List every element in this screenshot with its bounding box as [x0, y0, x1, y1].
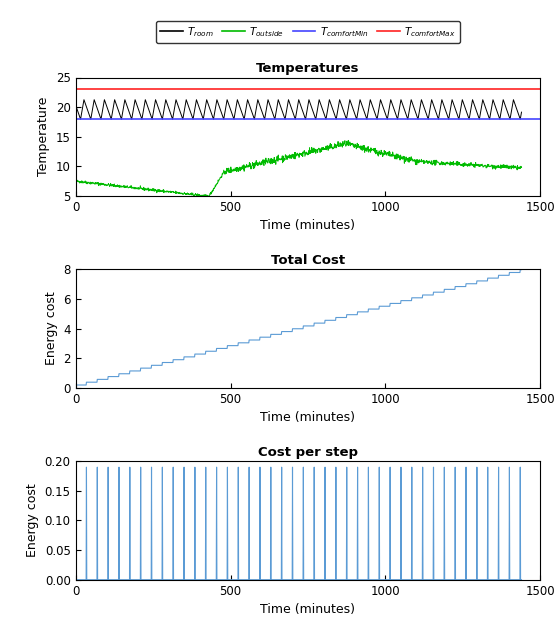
X-axis label: Time (minutes): Time (minutes): [260, 411, 356, 424]
Title: Cost per step: Cost per step: [258, 446, 358, 459]
Legend: $T_{room}$, $T_{outside}$, $T_{comfortMin}$, $T_{comfortMax}$: $T_{room}$, $T_{outside}$, $T_{comfortMi…: [156, 20, 460, 43]
Y-axis label: Energy cost: Energy cost: [26, 484, 39, 557]
X-axis label: Time (minutes): Time (minutes): [260, 603, 356, 616]
Y-axis label: Temperature: Temperature: [38, 97, 50, 177]
X-axis label: Time (minutes): Time (minutes): [260, 219, 356, 232]
Y-axis label: Energy cost: Energy cost: [45, 292, 58, 365]
Title: Temperatures: Temperatures: [256, 62, 360, 75]
Title: Total Cost: Total Cost: [271, 254, 345, 267]
